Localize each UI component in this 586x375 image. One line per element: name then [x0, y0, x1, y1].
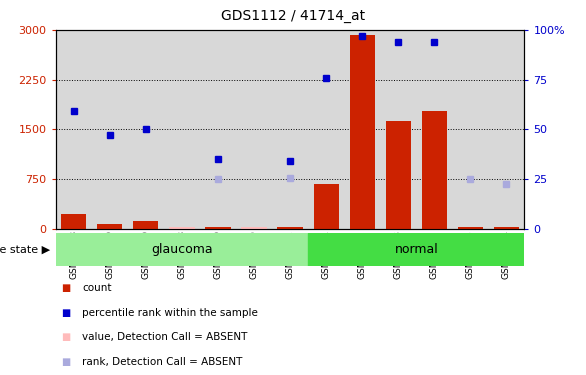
Bar — [164, 30, 200, 229]
Bar — [344, 30, 380, 229]
Text: percentile rank within the sample: percentile rank within the sample — [82, 308, 258, 318]
Bar — [241, 227, 267, 229]
Text: GDS1112 / 41714_at: GDS1112 / 41714_at — [221, 9, 365, 23]
Bar — [416, 30, 452, 229]
Bar — [56, 232, 308, 266]
Text: rank, Detection Call = ABSENT: rank, Detection Call = ABSENT — [82, 357, 243, 366]
Text: ■: ■ — [62, 284, 71, 293]
Bar — [308, 232, 524, 266]
Bar — [133, 222, 158, 229]
Bar — [169, 227, 195, 229]
Bar — [350, 35, 375, 229]
Bar — [494, 227, 519, 229]
Text: ■: ■ — [62, 357, 71, 366]
Bar — [277, 227, 303, 229]
Text: disease state ▶: disease state ▶ — [0, 244, 50, 254]
Bar — [200, 30, 236, 229]
Bar — [61, 213, 86, 229]
Bar — [380, 30, 416, 229]
Text: count: count — [82, 284, 111, 293]
Bar — [236, 30, 272, 229]
Bar — [386, 122, 411, 229]
Text: value, Detection Call = ABSENT: value, Detection Call = ABSENT — [82, 332, 247, 342]
Bar — [308, 30, 344, 229]
Bar — [128, 30, 164, 229]
Bar — [452, 30, 488, 229]
Bar — [272, 30, 308, 229]
Bar — [92, 30, 128, 229]
Text: ■: ■ — [62, 308, 71, 318]
Bar — [205, 227, 230, 229]
Text: glaucoma: glaucoma — [151, 243, 213, 256]
Bar — [488, 30, 524, 229]
Bar — [97, 224, 122, 229]
Bar — [458, 227, 483, 229]
Bar — [56, 30, 92, 229]
Bar — [314, 184, 339, 229]
Text: normal: normal — [394, 243, 438, 256]
Bar — [422, 111, 447, 229]
Text: ■: ■ — [62, 332, 71, 342]
